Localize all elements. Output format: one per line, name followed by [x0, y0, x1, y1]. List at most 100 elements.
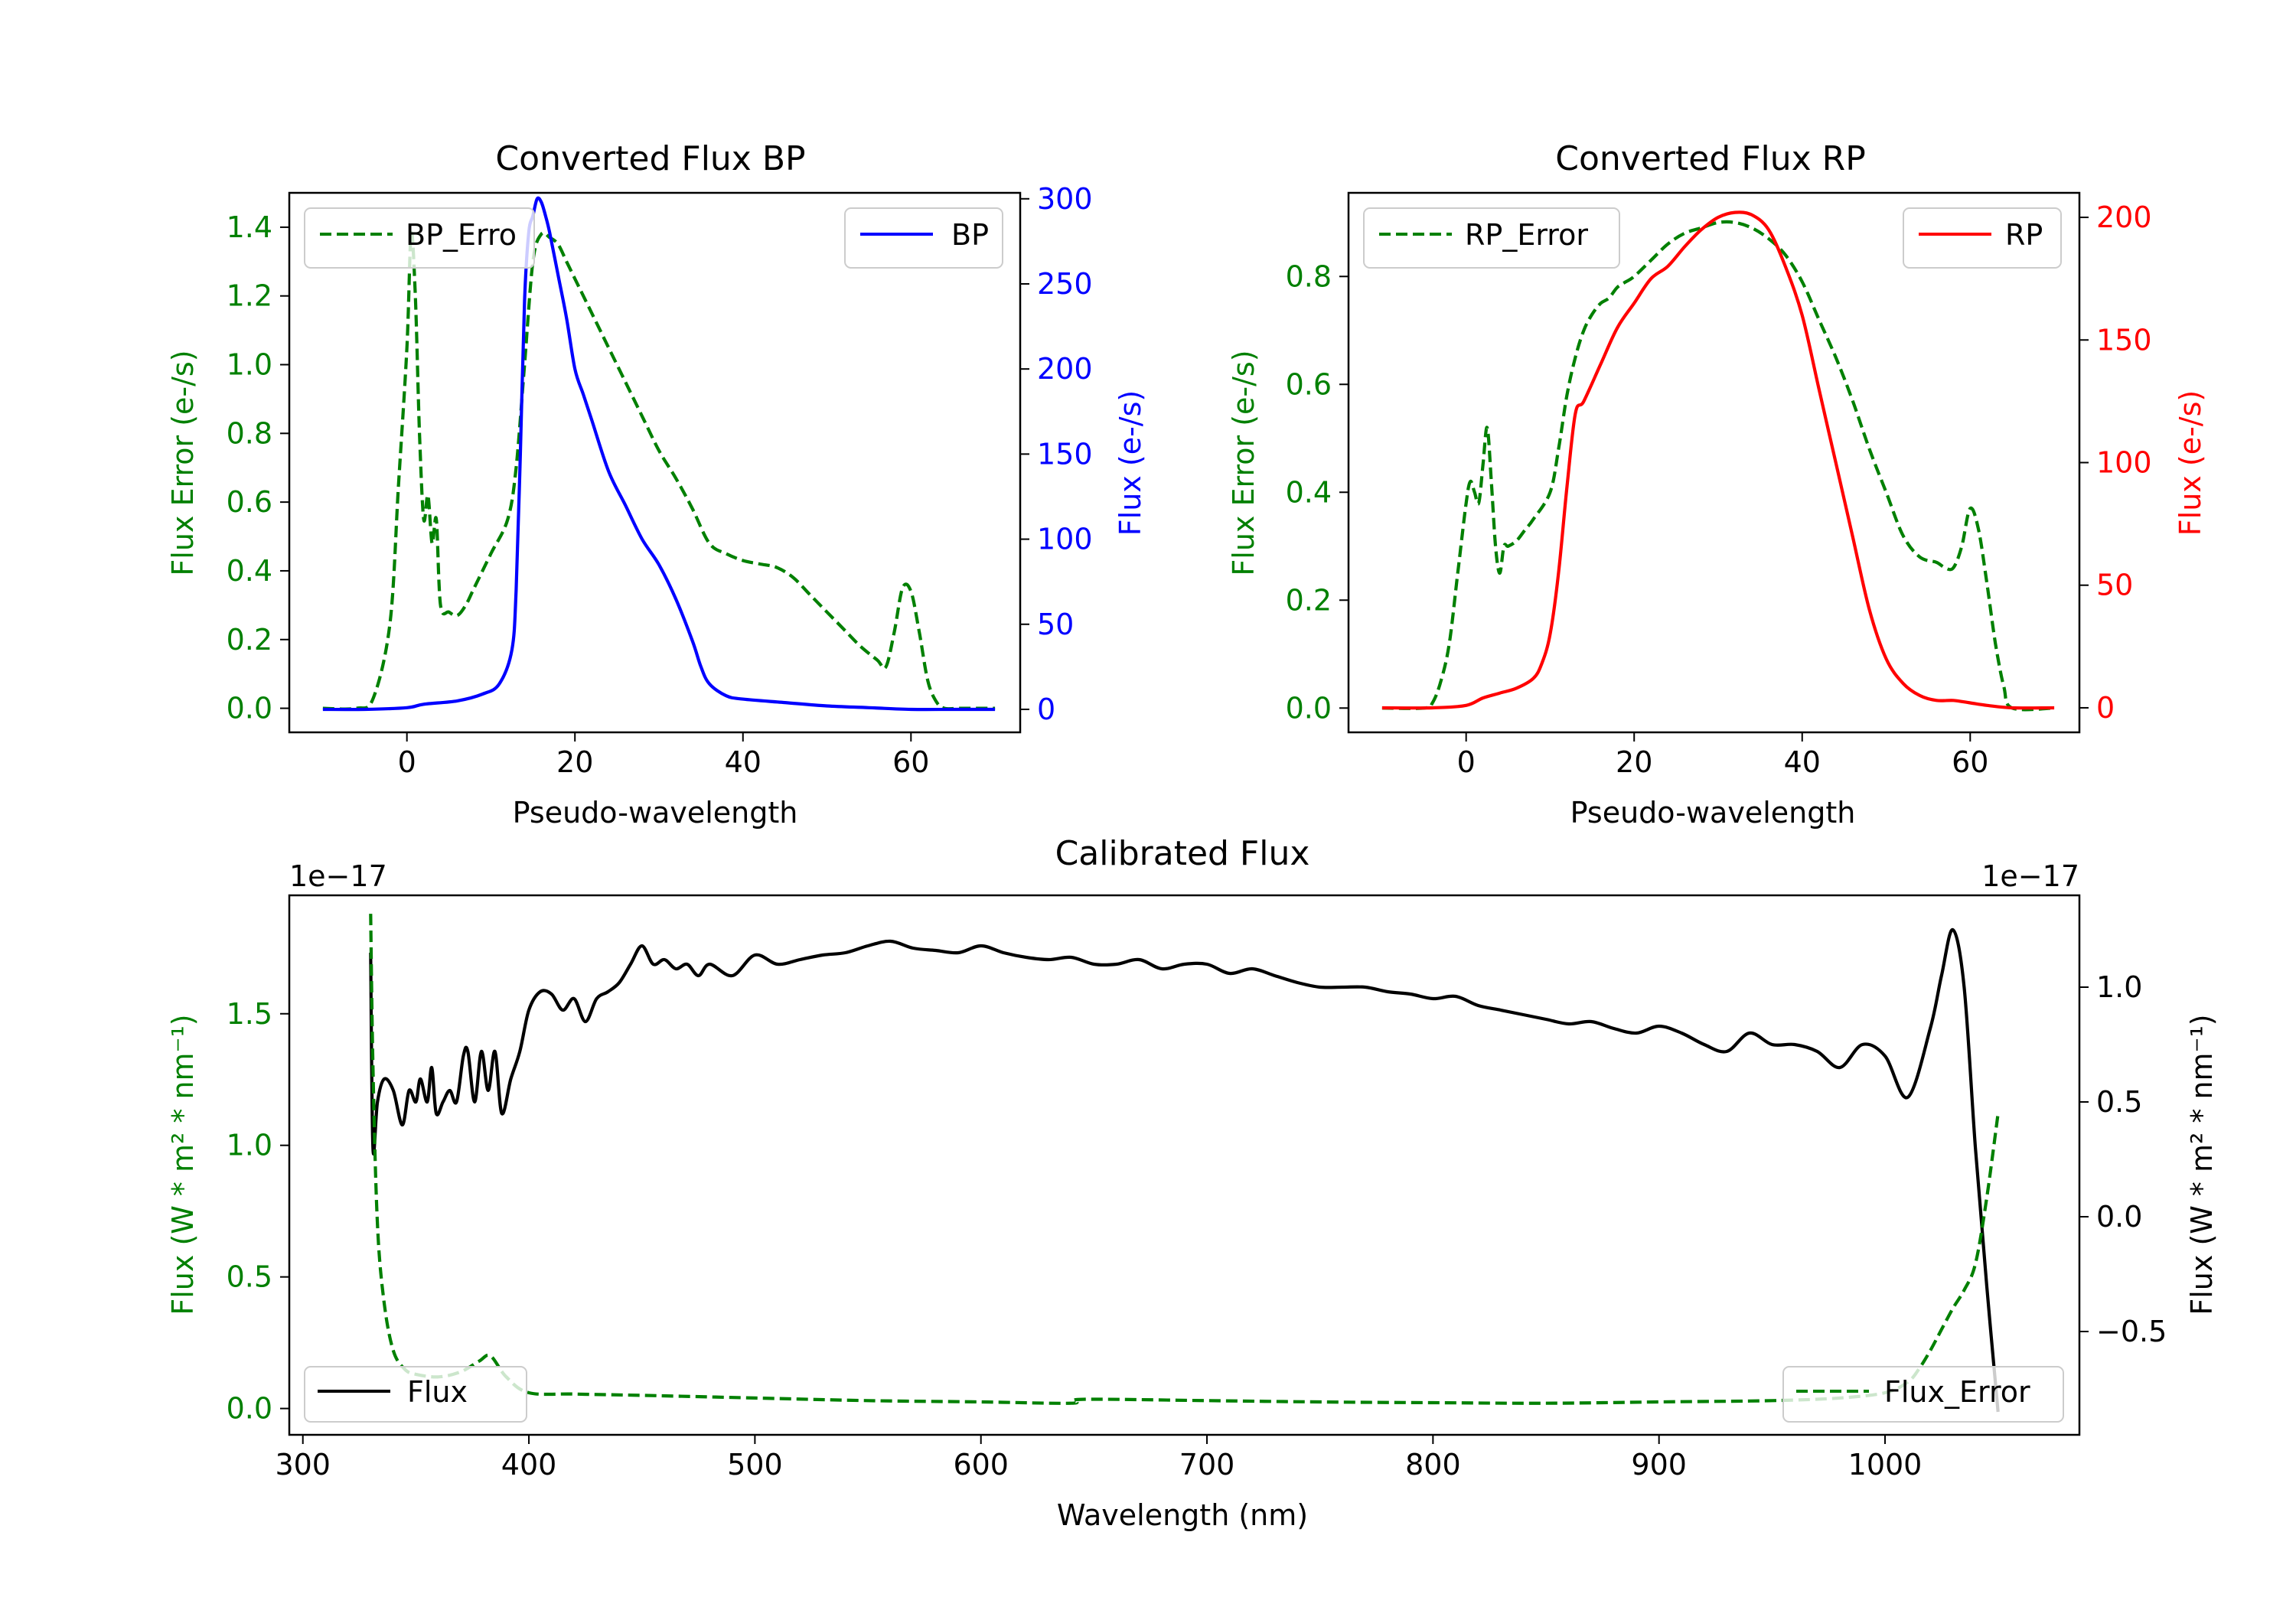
chart-calibrated-legend-left-label: Flux — [407, 1375, 468, 1409]
chart-rp-legend-left[interactable]: RP_Error — [1363, 207, 1620, 269]
chart-rp-ytick-right-label: 200 — [2096, 200, 2152, 234]
series-flux-line — [369, 927, 2000, 1413]
chart-calibrated-legend-right-label: Flux_Error — [1884, 1375, 2030, 1409]
series-bp-error-line — [322, 231, 996, 711]
chart-bp-legend-right-label: BP — [951, 218, 989, 252]
chart-bp-legend-left-label: BP_Erro — [406, 218, 517, 252]
chart-bp-ytick-left-label: 0.0 — [227, 692, 272, 725]
chart-calibrated-series — [369, 914, 2000, 1413]
chart-rp-ytick-right-label: 0 — [2096, 691, 2115, 725]
chart-bp-xtick-label: 20 — [556, 745, 593, 779]
chart-rp-plot-frame — [1347, 191, 2081, 734]
chart-rp-ytick-left-label: 0.4 — [1286, 475, 1332, 509]
chart-bp-ytick-left-label: 0.4 — [227, 554, 272, 588]
chart-rp-ytick-left-label: 0.8 — [1286, 259, 1332, 293]
chart-calibrated-ytick-left-label: 0.5 — [227, 1260, 272, 1294]
chart-calibrated-xtick-label: 500 — [727, 1448, 783, 1482]
chart-rp-xlabel: Pseudo-wavelength — [1570, 796, 1856, 830]
chart-bp-ytick-left-label: 0.2 — [227, 623, 272, 657]
chart-rp-xtick-label: 60 — [1952, 745, 1988, 779]
chart-calibrated-legend-left[interactable]: Flux — [304, 1366, 527, 1423]
chart-rp-ylabel-left: Flux Error (e-/s) — [1227, 350, 1261, 575]
chart-bp-xtick-label: 0 — [398, 745, 416, 779]
series-flux-error-line — [369, 914, 2000, 1405]
chart-rp: Converted Flux RP 0 20 40 60 0.00.20.40.60.… — [1227, 139, 2207, 830]
chart-calibrated: Calibrated Flux 1e−17 1e−17 300 400 500 600… — [166, 834, 2219, 1532]
chart-calibrated-xtick-label: 400 — [501, 1448, 557, 1482]
chart-bp-plot-frame — [288, 191, 1022, 734]
chart-bp-ylabel-right: Flux (e-/s) — [1114, 390, 1147, 536]
chart-bp-ytick-right-label: 200 — [1037, 352, 1093, 386]
chart-calibrated-offset-left: 1e−17 — [289, 859, 387, 893]
chart-bp-yticks-left: 0.0 0.2 0.4 0.6 0.8 1.0 1.2 1.4 — [227, 210, 289, 725]
series-bp-line — [322, 196, 996, 712]
chart-calibrated-xticks: 300 400 500 600 700 800 900 1000 — [275, 1435, 1922, 1482]
chart-calibrated-ytick-right-label: 0.5 — [2096, 1085, 2142, 1119]
chart-rp-ytick-left-label: 0.2 — [1286, 583, 1332, 617]
chart-bp-xlabel: Pseudo-wavelength — [513, 796, 798, 830]
chart-calibrated-ylabel-left: Flux (W * m² * nm⁻¹) — [166, 1014, 200, 1315]
series-rp-error-line — [1381, 220, 2055, 712]
chart-calibrated-ytick-left-label: 0.0 — [227, 1392, 272, 1426]
chart-bp-xtick-label: 60 — [892, 745, 929, 779]
chart-bp-ytick-right-label: 250 — [1037, 267, 1093, 301]
chart-rp-yticks-left: 0.0 0.2 0.4 0.6 0.8 — [1286, 259, 1349, 725]
chart-rp-legend-right[interactable]: RP — [1903, 207, 2062, 269]
series-rp-line — [1381, 210, 2055, 710]
chart-calibrated-ylabel-right: Flux (W * m² * nm⁻¹) — [2185, 1014, 2219, 1315]
chart-calibrated-offset-right: 1e−17 — [1981, 859, 2079, 893]
chart-bp-ylabel-left: Flux Error (e-/s) — [166, 350, 200, 575]
chart-calibrated-ytick-left-label: 1.0 — [227, 1129, 272, 1162]
chart-bp-series — [322, 196, 996, 712]
chart-calibrated-yticks-left: 0.0 0.5 1.0 1.5 — [227, 997, 289, 1426]
chart-rp-title: Converted Flux RP — [1555, 139, 1866, 178]
chart-calibrated-xtick-label: 700 — [1179, 1448, 1235, 1482]
chart-rp-xtick-label: 40 — [1784, 745, 1821, 779]
chart-rp-xticks: 0 20 40 60 — [1457, 732, 1988, 779]
chart-bp-ytick-left-label: 1.0 — [227, 348, 272, 382]
chart-bp-legend-right[interactable]: BP — [844, 207, 1003, 269]
chart-bp-ytick-right-label: 150 — [1037, 437, 1093, 471]
chart-bp-xtick-label: 40 — [725, 745, 762, 779]
chart-calibrated-ytick-right-label: −0.5 — [2096, 1315, 2167, 1348]
chart-rp-ylabel-right: Flux (e-/s) — [2174, 390, 2207, 536]
chart-calibrated-xtick-label: 800 — [1405, 1448, 1461, 1482]
chart-bp-ytick-right-label: 0 — [1037, 693, 1055, 726]
chart-bp-legend-left[interactable]: BP_Erro — [304, 207, 535, 269]
chart-rp-legend-right-label: RP — [2005, 218, 2043, 252]
chart-bp-ytick-left-label: 0.6 — [227, 485, 272, 519]
chart-rp-legend-left-label: RP_Error — [1465, 218, 1588, 252]
chart-calibrated-yticks-right: −0.5 0.0 0.5 1.0 — [2079, 970, 2167, 1348]
chart-calibrated-plot-frame — [288, 894, 2081, 1436]
chart-rp-ytick-right-label: 150 — [2096, 323, 2152, 357]
chart-bp-ytick-left-label: 1.4 — [227, 210, 272, 244]
chart-rp-ytick-left-label: 0.6 — [1286, 367, 1332, 401]
chart-calibrated-title: Calibrated Flux — [1055, 834, 1310, 873]
chart-calibrated-xtick-label: 1000 — [1848, 1448, 1923, 1482]
chart-bp: Converted Flux BP 0 20 40 60 0.00.20.40.60.… — [166, 139, 1147, 830]
chart-bp-ytick-right-label: 100 — [1037, 523, 1093, 556]
chart-bp-title: Converted Flux BP — [495, 139, 805, 178]
chart-rp-series — [1381, 210, 2055, 712]
chart-calibrated-legend-right[interactable]: Flux_Error — [1782, 1366, 2064, 1423]
chart-calibrated-ytick-right-label: 1.0 — [2096, 970, 2142, 1004]
chart-bp-ytick-left-label: 1.2 — [227, 279, 272, 313]
chart-bp-ytick-right-label: 50 — [1037, 608, 1074, 641]
chart-bp-ytick-right-label: 300 — [1037, 182, 1093, 216]
chart-calibrated-ytick-right-label: 0.0 — [2096, 1200, 2142, 1234]
chart-rp-xtick-label: 0 — [1457, 745, 1476, 779]
chart-calibrated-xtick-label: 900 — [1631, 1448, 1687, 1482]
chart-rp-ytick-right-label: 50 — [2096, 569, 2133, 602]
chart-bp-ytick-left-label: 0.8 — [227, 416, 272, 450]
chart-calibrated-xtick-label: 300 — [275, 1448, 331, 1482]
chart-calibrated-xtick-label: 600 — [953, 1448, 1009, 1482]
chart-rp-ytick-right-label: 100 — [2096, 446, 2152, 480]
chart-calibrated-xlabel: Wavelength (nm) — [1057, 1498, 1308, 1532]
chart-rp-xtick-label: 20 — [1616, 745, 1652, 779]
chart-rp-ytick-left-label: 0.0 — [1286, 691, 1332, 725]
chart-rp-yticks-right: 0 50 100 150 200 — [2079, 200, 2152, 725]
chart-bp-xticks: 0 20 40 60 — [398, 732, 929, 779]
chart-calibrated-ytick-left-label: 1.5 — [227, 997, 272, 1031]
chart-bp-yticks-right: 0 50 100 150 200 250 300 — [1020, 182, 1093, 726]
